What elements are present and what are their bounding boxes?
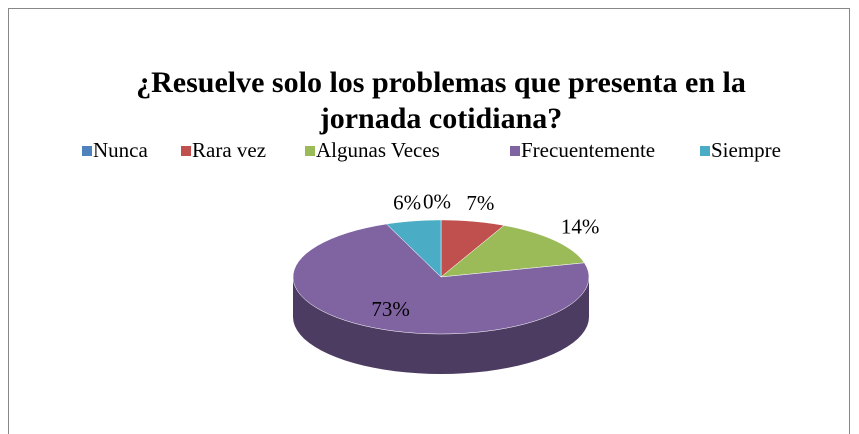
- data-label: 73%: [371, 297, 410, 321]
- legend-label: Rara vez: [192, 138, 266, 162]
- legend-swatch: [700, 146, 710, 156]
- data-label: 14%: [561, 214, 600, 238]
- legend-swatch: [510, 146, 520, 156]
- legend-label: Siempre: [711, 138, 781, 162]
- chart-title: ¿Resuelve solo los problemas que present…: [136, 66, 746, 99]
- pie-slice: [385, 219, 442, 278]
- pie-slice: [440, 225, 585, 278]
- chart-title: jornada cotidiana?: [319, 102, 563, 135]
- pie-slice: [440, 219, 505, 278]
- pie-slice: [292, 223, 590, 335]
- data-label: 7%: [466, 191, 494, 215]
- pie-side: [293, 277, 589, 374]
- legend-swatch: [305, 146, 315, 156]
- legend-swatch: [181, 146, 191, 156]
- data-label: 6%: [393, 191, 421, 215]
- legend-label: Algunas Veces: [316, 138, 440, 162]
- legend-label: Frecuentemente: [521, 138, 655, 162]
- data-label: 0%: [423, 189, 451, 213]
- legend-label: Nunca: [93, 138, 148, 162]
- legend-swatch: [82, 146, 92, 156]
